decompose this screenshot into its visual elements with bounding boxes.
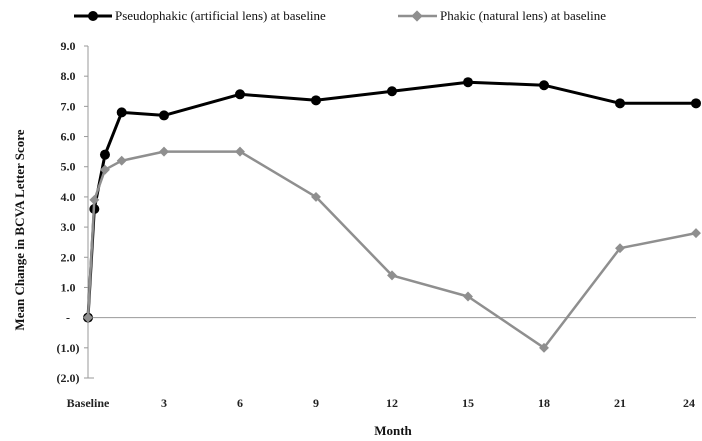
data-point-phakic <box>615 243 625 254</box>
series-line-phakic <box>86 150 697 350</box>
y-tick-label: 6.0 <box>61 130 76 144</box>
data-point-phakic <box>235 146 245 157</box>
y-tick-label: - <box>66 311 70 325</box>
data-point-phakic <box>463 291 473 302</box>
data-point-phakic <box>116 155 127 166</box>
data-point-phakic <box>89 194 100 205</box>
legend-marker-pseudophakic <box>88 11 98 21</box>
data-point-phakic <box>691 228 701 239</box>
data-point-pseudophakic <box>691 98 701 109</box>
x-tick-label: 18 <box>538 396 550 410</box>
x-tick-label: 12 <box>386 396 398 410</box>
data-point-pseudophakic <box>99 149 110 160</box>
data-point-pseudophakic <box>615 98 625 109</box>
y-tick-label: (2.0) <box>57 371 80 385</box>
data-point-phakic <box>311 191 321 202</box>
x-tick-label: Baseline <box>67 396 110 410</box>
data-point-phakic <box>159 146 169 157</box>
legend-marker-phakic <box>411 10 423 22</box>
data-point-phakic <box>387 270 397 281</box>
x-tick-label: 3 <box>161 396 167 410</box>
y-tick-label: 3.0 <box>61 220 76 234</box>
axes: 9.0 8.0 7.0 6.0 5.0 4.0 3.0 2.0 1.0 - (1.0) (2.0) Ba… <box>57 39 696 410</box>
data-point-phakic <box>100 164 110 175</box>
series-layer <box>83 77 701 353</box>
x-axis-title: Month <box>374 423 412 438</box>
series-line-pseudophakic <box>86 80 696 318</box>
y-tick-label: 7.0 <box>61 99 76 113</box>
y-tick-label: 9.0 <box>61 39 76 53</box>
y-axis-title: Mean Change in BCVA Letter Score <box>12 129 27 330</box>
x-tick-label: 24 <box>683 396 695 410</box>
data-point-pseudophakic <box>235 89 245 100</box>
y-tick-label: 5.0 <box>61 160 76 174</box>
data-point-pseudophakic <box>311 95 321 106</box>
data-point-pseudophakic <box>387 86 397 97</box>
x-tick-label: 15 <box>462 396 474 410</box>
x-tick-label: 9 <box>313 396 319 410</box>
data-point-phakic <box>539 342 549 353</box>
y-tick-label: 2.0 <box>61 250 76 264</box>
x-tick-label: 21 <box>614 396 626 410</box>
data-point-pseudophakic <box>539 80 549 91</box>
y-tick-label: (1.0) <box>57 341 80 355</box>
data-point-pseudophakic <box>116 107 127 118</box>
legend-label-phakic: Phakic (natural lens) at baseline <box>440 8 606 23</box>
data-point-pseudophakic <box>159 110 169 121</box>
x-tick-label: 6 <box>237 396 243 410</box>
legend: Pseudophakic (artificial lens) at baseli… <box>74 8 606 23</box>
y-tick-label: 8.0 <box>61 69 76 83</box>
legend-item-pseudophakic: Pseudophakic (artificial lens) at baseli… <box>74 8 326 23</box>
data-point-pseudophakic <box>463 77 473 88</box>
y-tick-label: 1.0 <box>61 280 76 294</box>
legend-item-phakic: Phakic (natural lens) at baseline <box>398 8 606 23</box>
y-tick-label: 4.0 <box>61 190 76 204</box>
legend-label-pseudophakic: Pseudophakic (artificial lens) at baseli… <box>115 8 326 23</box>
